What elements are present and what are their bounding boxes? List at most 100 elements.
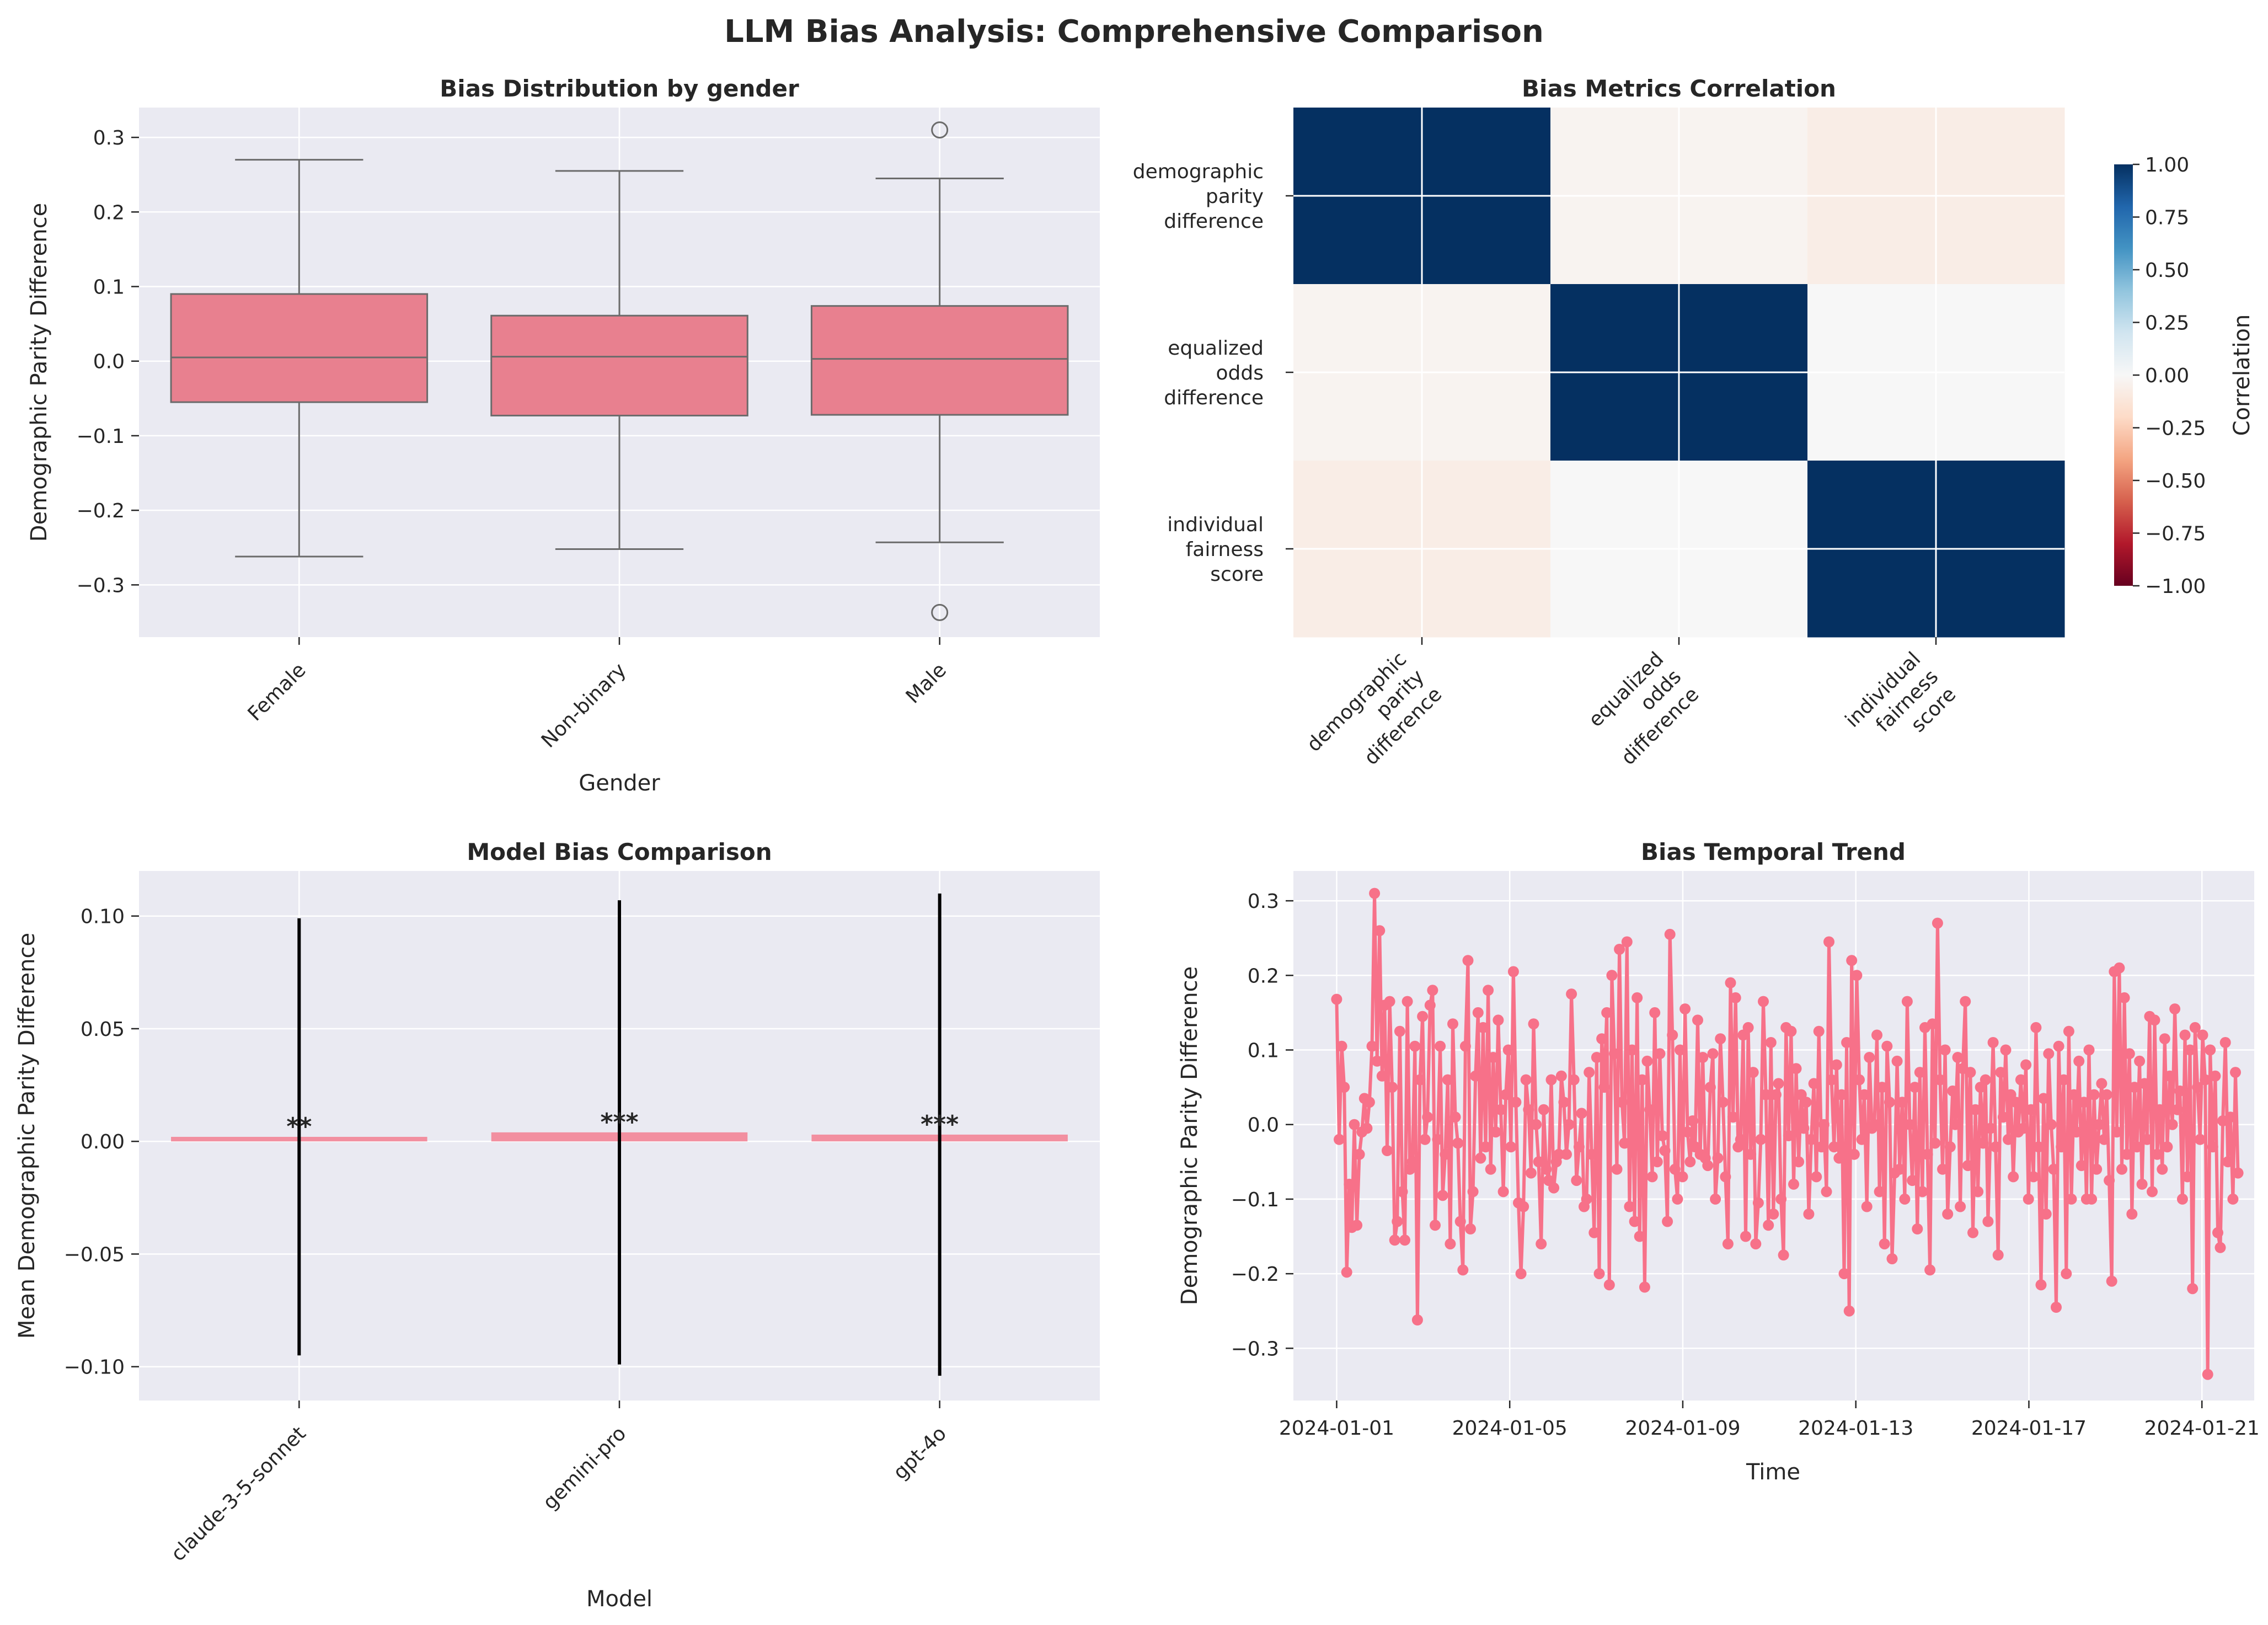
data-point — [2003, 1134, 2014, 1145]
y-tick-label: −0.10 — [64, 1356, 125, 1379]
y-tick-label: score — [1210, 563, 1264, 586]
data-point — [1545, 1074, 1557, 1086]
y-tick-label: demographic — [1133, 161, 1264, 183]
data-point — [1523, 1104, 1534, 1115]
data-point — [2071, 1126, 2082, 1138]
data-point — [1980, 1074, 1991, 1086]
data-point — [2083, 1044, 2095, 1056]
bar-chart-panel: Model Bias Comparison ** *** *** −0.10−0.0… — [14, 838, 1100, 1612]
box-plot-xlabel: Gender — [579, 771, 660, 796]
box — [490, 314, 748, 416]
data-point — [1454, 1216, 1466, 1227]
data-point — [1361, 1122, 1373, 1134]
data-point — [1477, 1022, 1489, 1033]
y-tick-label: 0.00 — [81, 1131, 125, 1153]
data-point — [1654, 1048, 1666, 1060]
data-point — [1899, 1193, 1911, 1205]
data-point — [1684, 1156, 1696, 1168]
data-point — [1566, 988, 1577, 1000]
series-line — [1335, 891, 2240, 1376]
data-point — [1914, 1067, 1925, 1078]
data-point — [2210, 1070, 2221, 1082]
data-point — [2086, 1193, 2098, 1205]
y-tick-label: 0.0 — [1248, 1114, 1279, 1137]
data-point — [1636, 1074, 1648, 1086]
data-point — [1929, 1137, 1941, 1149]
data-point — [2149, 1014, 2160, 1026]
y-tick-label: 0.3 — [93, 127, 125, 149]
data-point — [1818, 1119, 1830, 1130]
data-point — [1561, 1148, 1572, 1160]
data-point — [2157, 1163, 2168, 1175]
data-point — [1896, 1097, 1908, 1108]
x-tick-label: 2024-01-05 — [1452, 1417, 1568, 1440]
data-point — [2119, 992, 2130, 1003]
data-point — [1788, 1178, 1799, 1190]
data-point — [1553, 1148, 1565, 1160]
data-point — [1861, 1201, 1873, 1212]
data-point — [1773, 1078, 1784, 1089]
data-point — [1747, 1067, 1759, 1078]
data-point — [1881, 1040, 1893, 1052]
data-point — [2197, 1029, 2208, 1041]
data-point — [1520, 1074, 1532, 1086]
data-point — [1341, 1266, 1352, 1278]
data-point — [2154, 1104, 2165, 1115]
data-point — [1793, 1156, 1805, 1168]
data-point — [2147, 1186, 2158, 1198]
data-point — [1702, 1160, 1714, 1172]
y-tick-label: −0.1 — [1231, 1189, 1279, 1211]
data-point — [1841, 1037, 1853, 1048]
data-point — [2224, 1111, 2236, 1123]
data-point — [1717, 1097, 1729, 1108]
box — [170, 293, 429, 403]
data-point — [1507, 966, 1519, 977]
data-point — [2126, 1209, 2138, 1220]
data-point — [1831, 1059, 1842, 1071]
data-point — [1742, 1022, 1754, 1033]
data-point — [1808, 1078, 1820, 1089]
data-point — [1803, 1209, 1815, 1220]
data-point — [1982, 1216, 1994, 1227]
data-point — [1384, 996, 1395, 1007]
data-point — [1609, 1048, 1620, 1060]
data-point — [1725, 977, 1736, 988]
data-point — [1432, 1134, 1443, 1145]
data-point — [1939, 1044, 1951, 1056]
colorbar-tick-label: −1.00 — [2145, 575, 2206, 598]
line-chart-title: Bias Temporal Trend — [1641, 838, 1906, 865]
data-point — [2096, 1078, 2107, 1089]
data-point — [1876, 1082, 1888, 1093]
data-point — [1752, 1197, 1764, 1209]
data-point — [2101, 1089, 2112, 1100]
data-point — [2176, 1193, 2188, 1205]
data-point — [1735, 1134, 1746, 1145]
data-point — [2015, 1074, 2026, 1086]
bar-chart-title: Model Bias Comparison — [467, 838, 772, 865]
data-point — [1965, 1067, 1976, 1078]
data-point — [2184, 1044, 2196, 1056]
data-point — [2171, 1104, 2183, 1115]
data-point — [1856, 1134, 1868, 1145]
data-point — [1816, 1141, 1827, 1153]
data-point — [1707, 1048, 1719, 1060]
data-point — [2028, 1171, 2039, 1183]
data-point — [1483, 985, 1494, 996]
data-point — [2159, 1033, 2170, 1045]
data-point — [1886, 1253, 1898, 1265]
data-point — [2076, 1160, 2087, 1172]
data-point — [1351, 1220, 1363, 1231]
data-point — [1848, 1148, 1860, 1160]
bar-chart-ylabel: Mean Demographic Parity Difference — [14, 933, 40, 1339]
data-point — [2167, 1119, 2178, 1130]
data-point — [1440, 1148, 1451, 1160]
data-point — [1669, 1163, 1681, 1175]
data-point — [1485, 1163, 1496, 1175]
data-point — [1480, 1141, 1491, 1153]
data-point — [1727, 1111, 1739, 1123]
data-point — [2141, 1134, 2153, 1145]
data-point — [1382, 1145, 1393, 1156]
data-point — [2194, 1134, 2206, 1145]
data-point — [1437, 1190, 1448, 1201]
